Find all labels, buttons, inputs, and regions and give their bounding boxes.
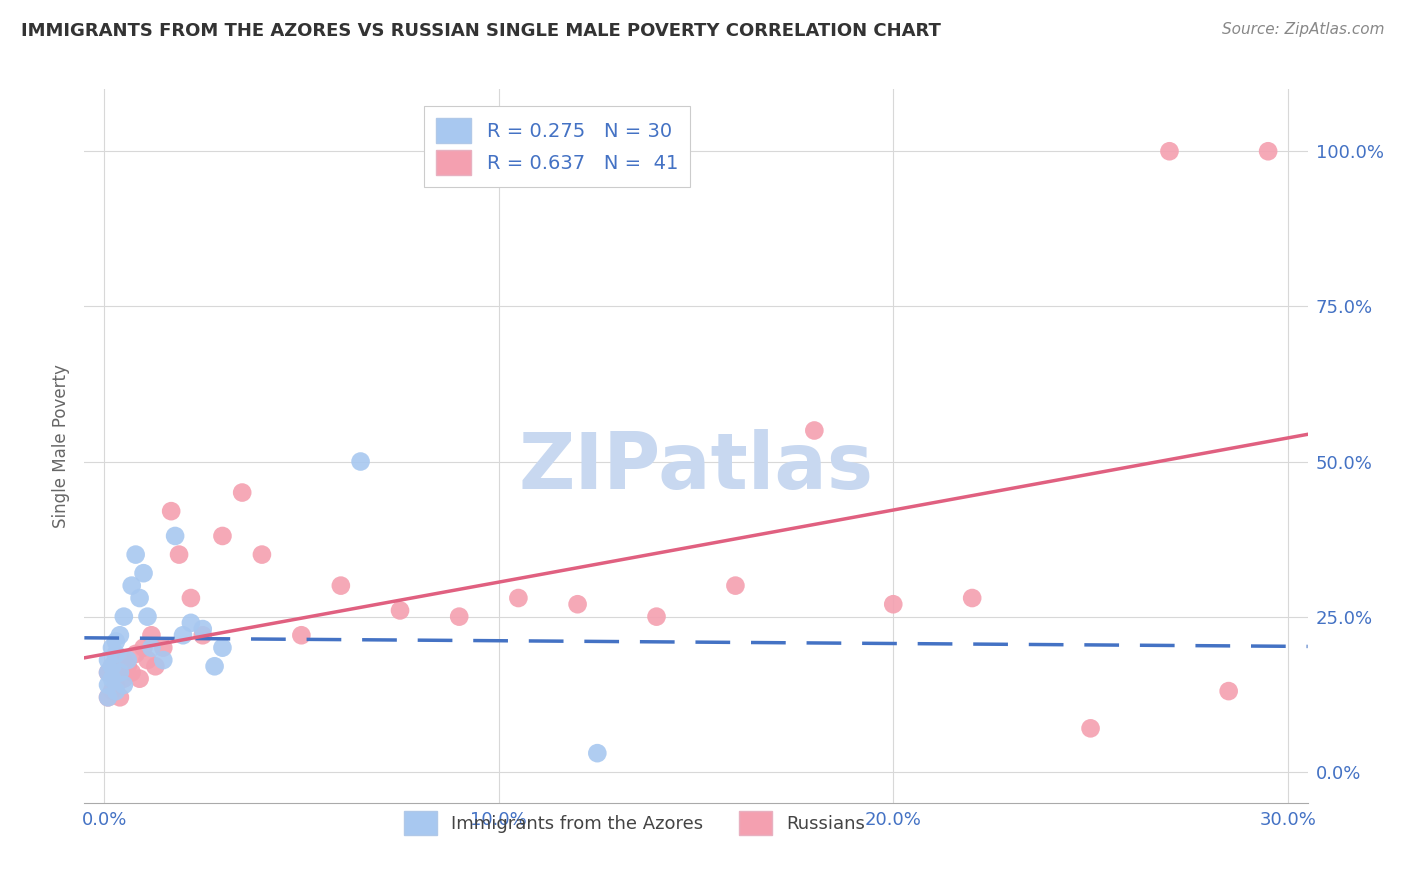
Point [165,529,187,543]
Point [108,665,131,680]
Point [1159,145,1181,159]
Point [508,591,530,605]
Point [204,659,226,673]
Point [108,690,131,705]
Text: Source: ZipAtlas.com: Source: ZipAtlas.com [1222,22,1385,37]
Point [145,659,167,673]
Point [645,609,668,624]
Point [449,609,471,624]
Point [180,591,202,605]
Point [167,548,190,562]
Point [172,628,194,642]
Point [101,659,124,673]
Point [250,548,273,562]
Point [97,665,120,680]
Point [108,628,131,642]
Point [97,665,120,680]
Point [567,597,589,611]
Point [128,591,150,605]
Point [141,628,163,642]
Text: IMMIGRANTS FROM THE AZORES VS RUSSIAN SINGLE MALE POVERTY CORRELATION CHART: IMMIGRANTS FROM THE AZORES VS RUSSIAN SI… [21,22,941,40]
Point [101,659,124,673]
Point [1080,722,1102,736]
Point [349,454,371,468]
Point [136,609,159,624]
Point [104,647,127,661]
Point [117,653,139,667]
Point [108,665,131,680]
Point [724,579,747,593]
Point [97,653,120,667]
Y-axis label: Single Male Poverty: Single Male Poverty [52,364,70,528]
Point [128,672,150,686]
Point [152,640,174,655]
Point [290,628,312,642]
Point [97,690,120,705]
Point [104,653,127,667]
Point [389,603,412,617]
Point [141,640,163,655]
Point [121,579,143,593]
Point [231,485,253,500]
Point [101,640,124,655]
Point [586,746,609,760]
Point [132,566,155,581]
Point [117,659,139,673]
Point [803,424,825,438]
Point [180,615,202,630]
Point [97,678,120,692]
Point [104,678,127,692]
Point [112,678,135,692]
Point [112,672,135,686]
Point [97,690,120,705]
Point [121,665,143,680]
Point [124,548,146,562]
Point [211,529,233,543]
Point [132,640,155,655]
Point [882,597,904,611]
Point [329,579,352,593]
Point [112,653,135,667]
Point [124,647,146,661]
Point [152,653,174,667]
Point [960,591,983,605]
Point [136,653,159,667]
Point [101,684,124,698]
Point [112,609,135,624]
Text: ZIPatlas: ZIPatlas [519,429,873,506]
Point [160,504,183,518]
Point [1218,684,1240,698]
Point [104,684,127,698]
Point [191,622,214,636]
Point [1257,145,1279,159]
Point [101,672,124,686]
Point [104,634,127,648]
Point [211,640,233,655]
Legend: Immigrants from the Azores, Russians: Immigrants from the Azores, Russians [395,803,875,844]
Point [191,628,214,642]
